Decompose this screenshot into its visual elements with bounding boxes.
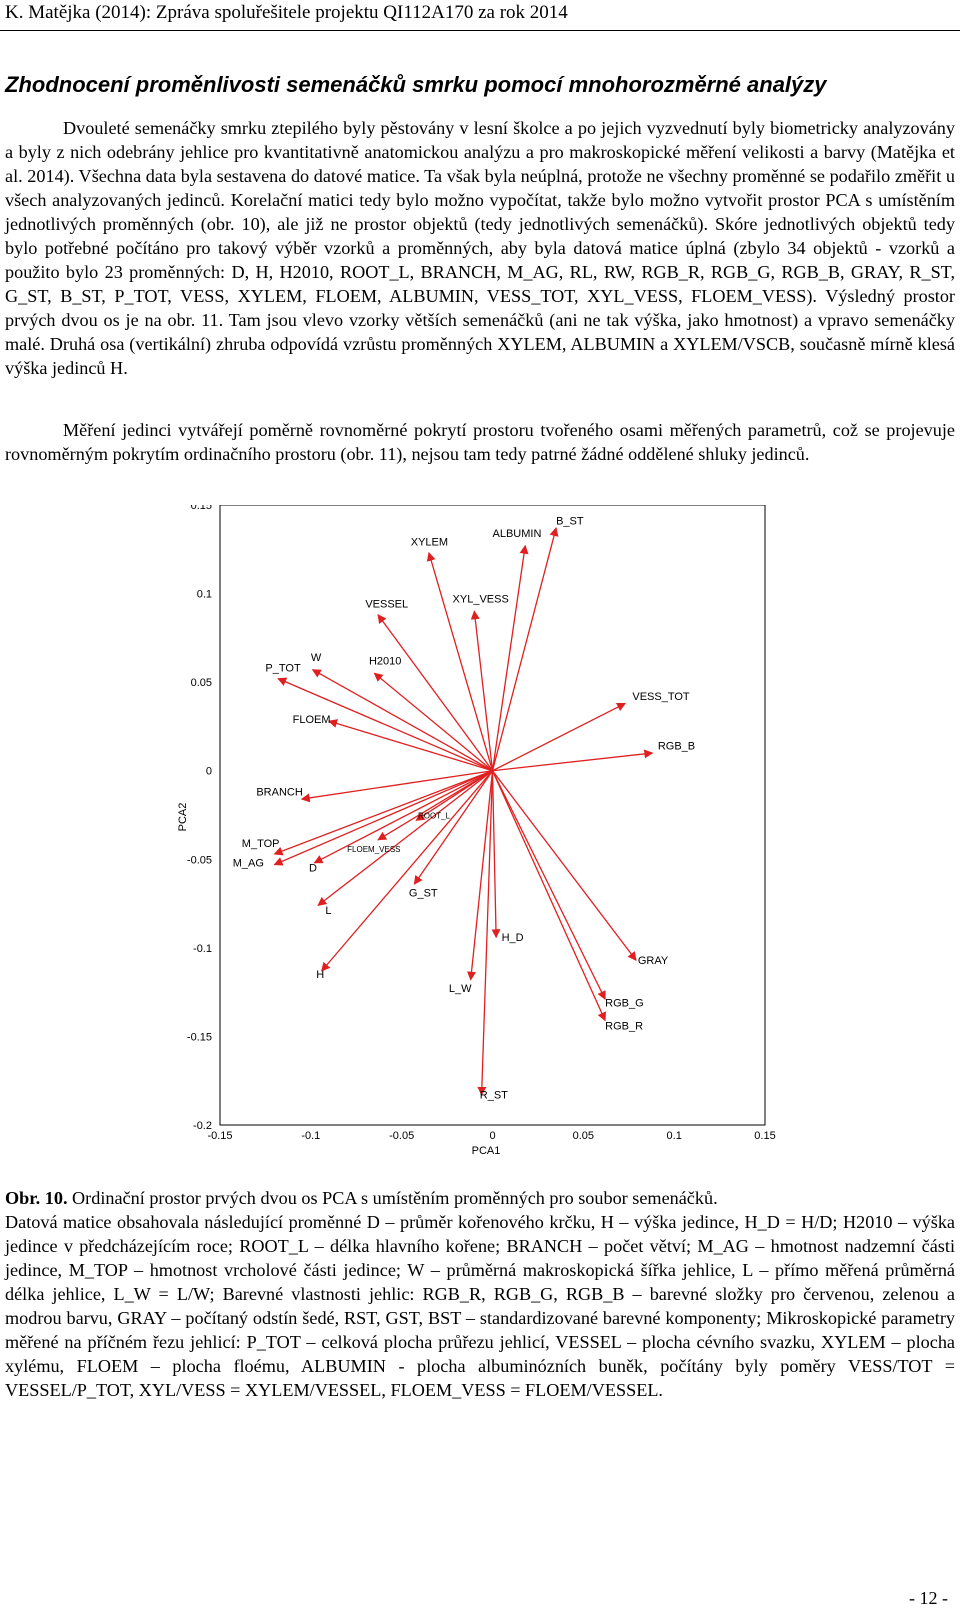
- figure-caption: Obr. 10. Ordinační prostor prvých dvou o…: [5, 1186, 955, 1210]
- vector-arrow-b-st: [491, 527, 559, 771]
- x-tick-label: -0.1: [301, 1130, 320, 1142]
- vector-label-p-tot: P_TOT: [265, 663, 301, 675]
- vector-arrow-h2010: [373, 672, 493, 772]
- vector-arrow-vessel: [377, 614, 494, 772]
- vector-label-m-top: M_TOP: [242, 838, 280, 850]
- y-tick-label: -0.1: [193, 943, 212, 955]
- vector-label-h-d: H_D: [502, 932, 524, 944]
- vector-label-b-st: B_ST: [556, 515, 584, 527]
- vector-label-gray: GRAY: [638, 955, 669, 967]
- vector-arrow-albumin: [491, 544, 529, 771]
- vector-label-h: H: [316, 969, 324, 981]
- y-tick-label: -0.05: [187, 854, 212, 866]
- paragraph-1: Dvouleté semenáčky smrku ztepilého byly …: [5, 118, 955, 378]
- vector-arrow-m-ag: [273, 770, 493, 866]
- vector-label-root-l: ROOT_L: [418, 812, 451, 821]
- vector-arrow-branch: [300, 770, 493, 803]
- x-tick-label: 0.05: [573, 1130, 594, 1142]
- x-tick-labels: -0.15 -0.1 -0.05 0 0.05 0.1 0.15: [207, 1130, 775, 1142]
- vector-arrow-l-w: [467, 770, 494, 981]
- vector-label-l-w: L_W: [449, 983, 472, 995]
- vector-label-m-ag: M_AG: [233, 857, 264, 869]
- vector-label-albumin: ALBUMIN: [493, 528, 542, 540]
- vector-label-floem: FLOEM: [293, 714, 331, 726]
- vector-label-g-st: G_ST: [409, 887, 438, 899]
- x-axis-title: PCA1: [472, 1145, 501, 1157]
- y-axis-title: PCA2: [177, 803, 189, 832]
- vector-arrow-g-st: [413, 770, 494, 885]
- pca-biplot-chart: 0.150.10.050-0.05-0.1-0.15-0.2 -0.15 -0.1…: [177, 505, 776, 1157]
- x-tick-label: -0.05: [389, 1130, 414, 1142]
- section-title: Zhodnocení proměnlivosti semenáčků smrku…: [5, 72, 827, 97]
- x-tick-label: 0.15: [754, 1130, 775, 1142]
- vector-label-floem-vess: FLOEM_VESS: [347, 845, 400, 854]
- vector-label-rgb-r: RGB_R: [605, 1020, 643, 1032]
- paragraph-2: Měření jedinci vytvářejí poměrně rovnomě…: [5, 420, 955, 464]
- x-tick-label: -0.15: [207, 1130, 232, 1142]
- figure-caption-text: Ordinační prostor prvých dvou os PCA s u…: [67, 1188, 718, 1208]
- x-tick-label: 0.1: [667, 1130, 682, 1142]
- vector-label-w: W: [311, 652, 322, 664]
- vector-label-xyl-vess: XYL_VESS: [453, 593, 509, 605]
- y-tick-labels: 0.15 0.1 0.05 0 -0.05 -0.1 -0.15 -0.2: [187, 505, 212, 1132]
- vector-arrow-xyl-vess: [470, 610, 494, 771]
- x-tick-label: 0: [489, 1130, 495, 1142]
- vector-label-xylem: XYLEM: [411, 537, 448, 549]
- vector-arrow-rgb-b: [492, 749, 654, 772]
- header-rule: [0, 30, 960, 31]
- vector-arrow-xylem: [426, 551, 494, 771]
- figure-description: Datová matice obsahovala následující pro…: [5, 1212, 955, 1400]
- y-tick-label: 0.1: [197, 589, 212, 601]
- vector-label-vessel: VESSEL: [365, 599, 408, 611]
- vector-arrow-m-top: [273, 770, 493, 856]
- page-number: - 12 -: [909, 1588, 948, 1608]
- vector-label-branch: BRANCH: [256, 787, 303, 799]
- figure-label: Obr. 10.: [5, 1188, 68, 1208]
- y-tick-label: 0.15: [191, 505, 212, 512]
- vector-arrow-p-tot: [277, 677, 493, 772]
- vector-arrow-l: [317, 770, 493, 906]
- vector-label-rgb-g: RGB_G: [605, 997, 644, 1009]
- vector-arrow-w: [311, 669, 493, 772]
- y-tick-label: 0.05: [191, 677, 212, 689]
- vector-label-r-st: R_ST: [480, 1089, 508, 1101]
- running-header: K. Matějka (2014): Zpráva spoluřešitele …: [5, 2, 568, 23]
- vector-arrow-floem-vess: [377, 770, 493, 841]
- pca-vectors: [273, 527, 654, 1096]
- vector-label-rgb-b: RGB_B: [658, 740, 695, 752]
- y-tick-label: -0.2: [193, 1120, 212, 1132]
- vector-arrow-floem: [328, 719, 493, 772]
- vector-arrow-gray: [491, 770, 637, 962]
- vector-arrow-d: [313, 770, 493, 864]
- vector-arrow-rgb-r: [491, 770, 606, 1022]
- vector-arrow-rgb-g: [491, 770, 606, 1001]
- pca-vector-labels: B_ST ALBUMIN XYLEM XYL_VESS VESSEL W H2010 P_TO…: [233, 515, 695, 1101]
- vector-label-l: L: [325, 905, 331, 917]
- vector-label-vess-tot: VESS_TOT: [632, 691, 690, 703]
- y-tick-label: -0.15: [187, 1031, 212, 1043]
- y-tick-label: 0: [206, 766, 212, 778]
- vector-label-h2010: H2010: [369, 655, 401, 667]
- vector-arrow-h: [321, 770, 493, 972]
- vector-arrow-vess-tot: [492, 702, 627, 772]
- vector-label-d: D: [309, 863, 317, 875]
- vector-arrow-h-d: [491, 770, 501, 939]
- vector-arrow-r-st: [477, 770, 494, 1096]
- plot-frame: [219, 505, 766, 1126]
